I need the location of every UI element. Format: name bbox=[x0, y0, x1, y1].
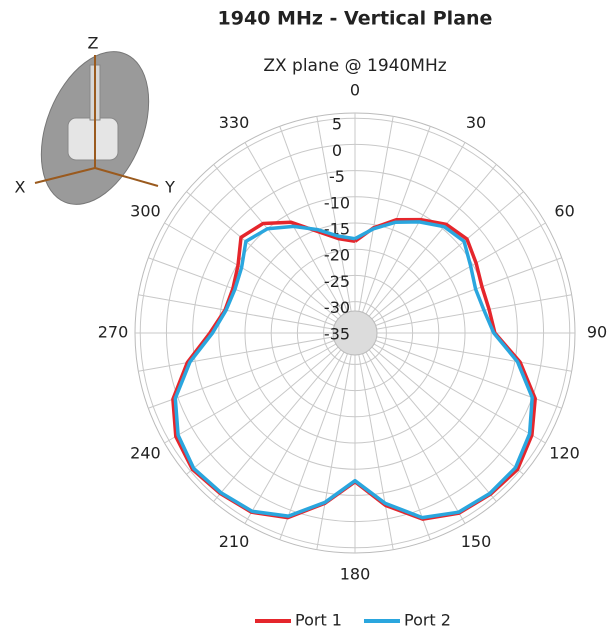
theta-tick-label: 0 bbox=[350, 81, 360, 100]
theta-tick-label: 30 bbox=[466, 113, 486, 132]
axis-label: Z bbox=[88, 34, 99, 53]
inset-illustration: Z X Y bbox=[15, 34, 176, 221]
r-tick-label: -30 bbox=[324, 298, 350, 317]
theta-tick-label: 120 bbox=[549, 444, 580, 463]
theta-tick-label: 270 bbox=[98, 323, 129, 342]
r-tick-label: -25 bbox=[324, 272, 350, 291]
axis-label: Y bbox=[164, 178, 175, 197]
theta-tick-label: 210 bbox=[219, 532, 250, 551]
theta-tick-label: 90 bbox=[587, 323, 607, 342]
r-tick-label: 0 bbox=[332, 141, 342, 160]
axis-label: X bbox=[15, 178, 26, 197]
chart-subtitle: ZX plane @ 1940MHz bbox=[263, 56, 446, 76]
theta-tick-label: 330 bbox=[219, 113, 250, 132]
r-tick-label: -10 bbox=[324, 193, 350, 212]
theta-tick-label: 150 bbox=[461, 532, 492, 551]
theta-tick-label: 240 bbox=[130, 444, 161, 463]
chart: Z X Y 1940 MHz - Vertical Plane ZX plane… bbox=[0, 0, 614, 633]
antenna-body bbox=[68, 118, 118, 160]
theta-tick-label: 60 bbox=[554, 202, 574, 221]
r-tick-label: -20 bbox=[324, 246, 350, 265]
theta-tick-label: 300 bbox=[130, 202, 161, 221]
legend-label: Port 1 bbox=[295, 611, 342, 630]
chart-title: 1940 MHz - Vertical Plane bbox=[218, 8, 493, 30]
r-tick-label: 5 bbox=[332, 115, 342, 134]
theta-tick-label: 180 bbox=[340, 565, 371, 584]
r-tick-label: -5 bbox=[329, 167, 345, 186]
r-tick-label: -35 bbox=[324, 324, 350, 343]
legend-label: Port 2 bbox=[404, 611, 451, 630]
